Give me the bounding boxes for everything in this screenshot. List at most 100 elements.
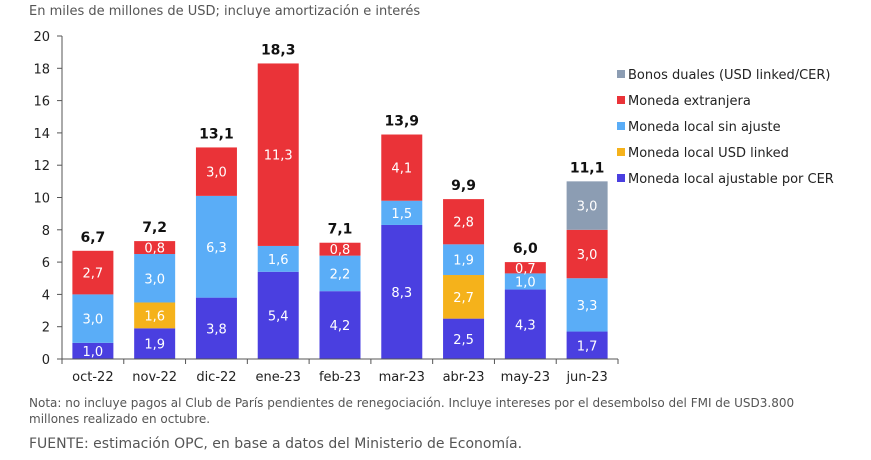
y-tick-label: 4 bbox=[42, 288, 50, 303]
bar-segment bbox=[72, 250, 114, 295]
segment-label: 1,0 bbox=[83, 345, 104, 360]
chart-source: FUENTE: estimación OPC, en base a datos … bbox=[29, 436, 523, 452]
bar-segment bbox=[195, 195, 237, 298]
x-tick-label: oct-22 bbox=[72, 370, 113, 385]
bar-segment bbox=[72, 294, 114, 343]
bar-segment bbox=[443, 275, 485, 319]
segment-label: 1,5 bbox=[391, 207, 412, 222]
bar-segment bbox=[257, 271, 299, 359]
chart-subtitle: En miles de millones de USD; incluye amo… bbox=[29, 4, 421, 19]
x-tick-label: dic-22 bbox=[196, 370, 236, 385]
legend-swatch bbox=[617, 122, 625, 130]
legend-label: Moneda local sin ajuste bbox=[628, 120, 781, 135]
y-tick-label: 18 bbox=[33, 62, 50, 77]
bar-segment bbox=[195, 147, 237, 196]
total-label: 6,7 bbox=[80, 230, 105, 246]
segment-label: 2,7 bbox=[83, 267, 104, 282]
total-label: 11,1 bbox=[570, 160, 605, 176]
bar-segment bbox=[319, 291, 361, 359]
bar-segment bbox=[504, 289, 546, 359]
bar-segment bbox=[504, 262, 546, 274]
x-tick-label: abr-23 bbox=[443, 370, 485, 385]
segment-label: 3,0 bbox=[83, 313, 104, 328]
y-tick-label: 10 bbox=[33, 192, 50, 207]
bar-segment bbox=[257, 63, 299, 246]
x-tick-label: jun-23 bbox=[565, 370, 607, 385]
legend-swatch bbox=[617, 96, 625, 104]
bar-segment bbox=[381, 224, 423, 359]
segment-label: 5,4 bbox=[268, 309, 289, 324]
segment-label: 6,3 bbox=[206, 241, 227, 256]
bar-segment bbox=[566, 229, 608, 279]
segment-label: 3,3 bbox=[577, 299, 598, 314]
bars: 1,0 3,0 2,7 6,7 1,9 1,6 3,0 0,8 7,2 3,8 6,3 3,0 13,1… bbox=[72, 42, 608, 360]
legend-label: Moneda local USD linked bbox=[628, 146, 789, 161]
y-tick-label: 2 bbox=[42, 321, 50, 336]
y-tick-label: 6 bbox=[42, 256, 50, 271]
segment-label: 4,1 bbox=[391, 162, 412, 177]
total-label: 9,9 bbox=[451, 178, 476, 194]
bar-segment bbox=[319, 242, 361, 256]
segment-label: 2,7 bbox=[453, 291, 474, 306]
bar-segment bbox=[134, 241, 176, 255]
legend-label: Moneda extranjera bbox=[628, 94, 751, 109]
segment-label: 11,3 bbox=[264, 149, 293, 164]
chart-note: Nota: no incluye pagos al Club de París … bbox=[29, 396, 795, 426]
segment-label: 3,0 bbox=[144, 272, 165, 287]
bar-segment bbox=[381, 200, 423, 225]
segment-label: 8,3 bbox=[391, 286, 412, 301]
y-tick-label: 8 bbox=[42, 224, 50, 239]
bar-segment bbox=[443, 318, 485, 359]
bar-segment bbox=[134, 254, 176, 303]
x-tick-label: mar-23 bbox=[379, 370, 425, 385]
bar-segment bbox=[381, 134, 423, 201]
bar-segment bbox=[195, 297, 237, 359]
segment-label: 1,9 bbox=[453, 254, 474, 269]
segment-label: 0,8 bbox=[330, 243, 351, 258]
segment-label: 1,6 bbox=[144, 309, 165, 324]
segment-label: 0,7 bbox=[515, 262, 536, 277]
x-axis: oct-22 nov-22 dic-22 ene-23 feb-23 mar-23 abr-… bbox=[61, 358, 619, 385]
bar-segment bbox=[443, 199, 485, 245]
bar-segment bbox=[566, 331, 608, 359]
legend-swatch bbox=[617, 148, 625, 156]
segment-label: 1,0 bbox=[515, 275, 536, 290]
bar-segment bbox=[566, 278, 608, 332]
stacked-bar-chart: 0 2 4 6 8 10 12 14 16 18 20 1,0 3,0 2,7 6,7 1,9 1,6 3,0 0… bbox=[33, 30, 834, 385]
bar-segment bbox=[566, 181, 608, 230]
legend-swatch bbox=[617, 174, 625, 182]
legend: Bonos duales (USD linked/CER) Moneda extr… bbox=[617, 68, 834, 187]
segment-label: 4,2 bbox=[330, 319, 351, 334]
segment-label: 1,7 bbox=[577, 339, 598, 354]
segment-label: 3,8 bbox=[206, 322, 227, 337]
segment-label: 4,3 bbox=[515, 318, 536, 333]
total-label: 18,3 bbox=[261, 42, 296, 58]
total-label: 13,1 bbox=[199, 126, 234, 142]
bar-segment bbox=[504, 273, 546, 290]
total-label: 7,1 bbox=[328, 222, 353, 238]
bar-segment bbox=[319, 255, 361, 292]
total-label: 7,2 bbox=[142, 220, 167, 236]
legend-swatch bbox=[617, 70, 625, 78]
legend-label: Moneda local ajustable por CER bbox=[628, 172, 834, 187]
y-tick-label: 12 bbox=[33, 159, 50, 174]
total-label: 6,0 bbox=[513, 241, 538, 257]
x-tick-label: may-23 bbox=[501, 370, 550, 385]
x-tick-label: ene-23 bbox=[255, 370, 300, 385]
bar-segment bbox=[134, 328, 176, 359]
x-tick-label: feb-23 bbox=[319, 370, 361, 385]
segment-label: 1,6 bbox=[268, 253, 289, 268]
segment-label: 0,8 bbox=[144, 242, 165, 257]
y-tick-label: 0 bbox=[42, 353, 50, 368]
bar-segment bbox=[443, 244, 485, 276]
segment-label: 2,5 bbox=[453, 333, 474, 348]
bar-segment bbox=[134, 302, 176, 329]
bar-segment bbox=[257, 245, 299, 272]
y-tick-label: 16 bbox=[33, 95, 50, 110]
segment-label: 3,0 bbox=[206, 166, 227, 181]
bar-segment bbox=[72, 342, 114, 359]
y-tick-label: 14 bbox=[33, 127, 50, 142]
legend-label: Bonos duales (USD linked/CER) bbox=[628, 68, 830, 83]
segment-label: 2,2 bbox=[330, 267, 351, 282]
segment-label: 2,8 bbox=[453, 216, 474, 231]
